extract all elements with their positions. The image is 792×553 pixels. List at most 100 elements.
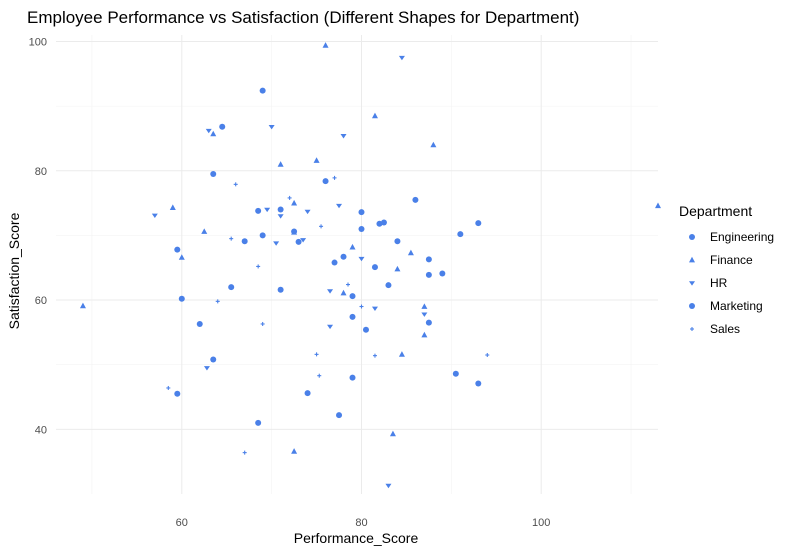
- series-engineering: [174, 87, 482, 426]
- legend-key: [690, 327, 694, 331]
- data-point: [322, 42, 329, 48]
- data-point: [291, 448, 298, 454]
- data-point: [376, 220, 383, 227]
- legend-label: Sales: [710, 322, 740, 336]
- data-point: [394, 265, 401, 272]
- legend-label: Marketing: [710, 299, 763, 313]
- data-point: [346, 282, 351, 287]
- data-point: [394, 238, 401, 245]
- legend-label: Finance: [710, 253, 753, 267]
- data-point: [319, 224, 324, 229]
- legend-label: Engineering: [710, 230, 774, 244]
- data-point: [655, 202, 661, 209]
- data-point: [327, 289, 334, 294]
- data-point: [291, 228, 298, 235]
- legend-title: Department: [679, 203, 752, 219]
- data-point: [295, 238, 302, 245]
- x-tick-label: 60: [176, 517, 188, 529]
- data-point: [259, 232, 266, 239]
- data-point: [389, 430, 396, 437]
- data-point: [407, 249, 414, 256]
- data-point: [314, 352, 319, 357]
- data-point: [327, 324, 334, 330]
- series-sales: [166, 175, 490, 455]
- plot-grid: [56, 35, 658, 494]
- legend-item-sales: Sales: [690, 322, 740, 336]
- legend-item-marketing: Marketing: [689, 299, 763, 313]
- data-point: [332, 175, 337, 180]
- legend-item-finance: Finance: [689, 253, 753, 267]
- data-point: [228, 284, 235, 291]
- data-point: [425, 271, 432, 278]
- data-point: [385, 483, 392, 489]
- data-point: [255, 419, 262, 426]
- legend-item-hr: HR: [689, 276, 728, 290]
- data-point: [336, 412, 343, 419]
- data-point: [421, 331, 428, 338]
- data-point: [241, 238, 248, 245]
- data-point: [452, 370, 459, 377]
- data-point: [358, 256, 365, 262]
- legend-key: [689, 256, 695, 263]
- legend-key: [689, 281, 695, 286]
- data-point: [174, 246, 181, 253]
- data-point: [425, 319, 432, 326]
- data-point: [203, 366, 210, 371]
- data-point: [166, 385, 171, 390]
- data-point: [196, 320, 203, 327]
- data-point: [210, 170, 217, 177]
- data-point: [260, 321, 265, 326]
- data-point: [398, 351, 405, 357]
- legend: Department Engineering Finance HR Marketing…: [679, 203, 774, 336]
- data-point: [349, 293, 356, 300]
- data-point: [359, 304, 364, 309]
- data-point: [340, 253, 347, 260]
- data-points: [79, 42, 661, 489]
- data-point: [425, 256, 432, 263]
- series-hr: [151, 55, 428, 489]
- data-point: [229, 236, 234, 241]
- legend-label: HR: [710, 276, 728, 290]
- data-point: [277, 286, 284, 293]
- data-point: [219, 123, 226, 130]
- data-point: [256, 264, 261, 269]
- data-point: [372, 353, 377, 358]
- chart-title: Employee Performance vs Satisfaction (Di…: [27, 8, 579, 27]
- data-point: [421, 303, 428, 309]
- data-point: [313, 157, 320, 163]
- data-point: [475, 220, 482, 227]
- data-point: [336, 203, 343, 209]
- data-point: [178, 254, 185, 260]
- data-point: [371, 264, 378, 271]
- data-point: [340, 289, 347, 296]
- data-point: [485, 353, 490, 358]
- y-tick-label: 80: [35, 166, 47, 178]
- data-point: [210, 356, 217, 363]
- data-point: [398, 55, 405, 61]
- legend-key: [689, 234, 695, 240]
- data-point: [201, 228, 208, 234]
- data-point: [169, 204, 176, 211]
- data-point: [430, 141, 437, 148]
- data-point: [322, 178, 329, 185]
- data-point: [371, 306, 378, 312]
- data-point: [340, 134, 347, 139]
- data-point: [215, 299, 220, 304]
- data-point: [421, 312, 428, 317]
- data-point: [255, 207, 262, 214]
- data-point: [457, 231, 464, 238]
- data-point: [358, 209, 365, 216]
- data-point: [268, 125, 275, 130]
- data-point: [304, 390, 311, 397]
- data-point: [178, 295, 185, 302]
- data-point: [291, 199, 298, 206]
- data-point: [273, 241, 280, 246]
- data-point: [317, 373, 322, 378]
- data-point: [264, 207, 271, 213]
- y-tick-label: 40: [35, 424, 47, 436]
- data-point: [349, 243, 356, 250]
- x-axis-title: Performance_Score: [294, 530, 419, 546]
- data-point: [259, 87, 266, 94]
- data-point: [385, 282, 392, 289]
